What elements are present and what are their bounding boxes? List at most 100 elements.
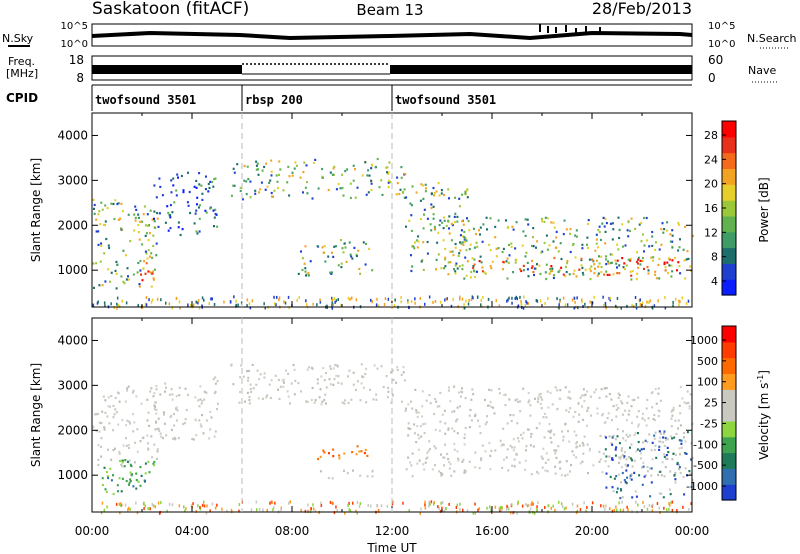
data-cell (641, 417, 644, 420)
data-cell (96, 412, 99, 415)
data-cell (179, 233, 182, 237)
data-cell (270, 159, 273, 162)
data-cell (663, 506, 665, 510)
data-cell (367, 191, 370, 194)
data-cell (413, 247, 416, 250)
data-cell (575, 235, 578, 238)
data-cell (679, 471, 682, 475)
data-cell (358, 505, 361, 509)
data-cell (109, 405, 111, 408)
data-cell (420, 260, 423, 263)
data-cell (339, 187, 342, 190)
data-cell (593, 272, 596, 275)
data-cell (583, 400, 586, 403)
data-cell (517, 502, 519, 506)
data-cell (559, 460, 562, 463)
data-cell (329, 367, 332, 370)
data-cell (510, 511, 512, 515)
data-cell (404, 172, 407, 176)
data-cell (541, 220, 543, 223)
data-cell (671, 458, 674, 461)
data-cell (209, 509, 211, 513)
data-cell (192, 438, 195, 441)
data-cell (665, 457, 668, 460)
data-cell (671, 500, 674, 504)
data-cell (331, 296, 333, 300)
data-cell (196, 196, 199, 199)
data-cell (659, 440, 662, 443)
data-cell (306, 368, 309, 371)
colorbar-frame (721, 325, 737, 501)
data-cell (654, 248, 657, 251)
data-cell (140, 474, 143, 477)
data-cell (550, 221, 553, 224)
data-cell (654, 270, 657, 273)
data-cell (639, 449, 641, 452)
data-cell (154, 401, 157, 404)
data-cell (331, 271, 333, 274)
data-cell (501, 250, 504, 254)
data-cell (525, 449, 527, 452)
data-cell (587, 222, 589, 226)
data-cell (418, 437, 421, 440)
data-cell (147, 224, 150, 227)
data-cell (450, 304, 453, 308)
data-cell (136, 511, 139, 515)
data-cell (371, 300, 373, 304)
data-cell (338, 457, 341, 460)
data-cell (120, 503, 122, 507)
data-cell (213, 178, 216, 181)
data-cell (621, 500, 623, 504)
data-cell (332, 167, 335, 170)
data-cell (653, 448, 656, 452)
data-cell (505, 507, 508, 511)
data-cell (110, 302, 112, 306)
data-cell (147, 460, 150, 463)
data-cell (624, 267, 626, 271)
data-cell (129, 240, 132, 243)
data-cell (592, 464, 595, 467)
data-cell (525, 445, 528, 448)
data-cell (536, 240, 539, 243)
data-cell (512, 511, 514, 515)
data-cell (97, 300, 99, 304)
data-cell (303, 161, 306, 164)
data-cell (583, 394, 586, 397)
data-cell (336, 365, 339, 368)
data-cell (474, 414, 476, 418)
data-cell (478, 467, 481, 470)
data-cell (604, 304, 607, 308)
data-cell (139, 269, 142, 272)
data-cell (478, 507, 480, 511)
data-cell (137, 303, 139, 307)
data-cell (190, 303, 192, 307)
data-cell (643, 216, 645, 220)
data-cell (627, 235, 630, 238)
data-cell (598, 396, 601, 399)
data-cell (133, 213, 136, 216)
data-cell (461, 387, 463, 390)
data-cell (112, 474, 114, 477)
data-cell (652, 418, 655, 421)
data-cell (206, 504, 208, 508)
data-cell (396, 182, 399, 185)
data-cell (241, 198, 244, 201)
data-cell (265, 162, 268, 165)
data-cell (437, 182, 440, 185)
data-cell (140, 402, 143, 405)
data-cell (463, 471, 466, 474)
data-cell (430, 500, 433, 504)
data-cell (545, 277, 548, 281)
data-cell (571, 450, 574, 453)
data-cell (566, 259, 569, 263)
data-cell (581, 298, 583, 302)
data-cell (513, 465, 516, 468)
data-cell (611, 238, 614, 241)
data-cell (448, 502, 450, 506)
data-cell (588, 258, 591, 261)
data-cell (677, 222, 680, 225)
data-cell (410, 214, 413, 217)
data-cell (618, 456, 621, 459)
data-cell (684, 440, 687, 443)
data-cell (336, 509, 338, 513)
